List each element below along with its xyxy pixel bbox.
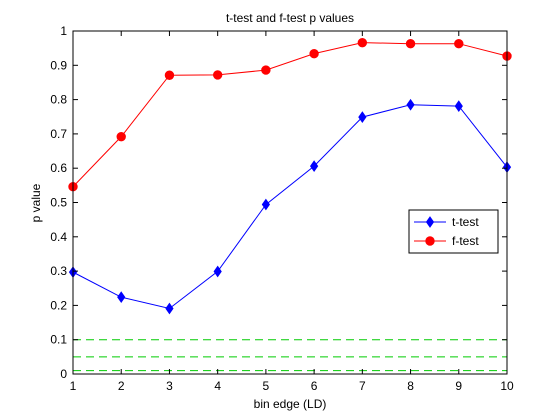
y-axis-ticks: 0 0.1 0.2 0.3 0.4 0.5 0.6 0.7 0.8 0.9 1 [50,24,507,381]
reference-lines [73,339,507,372]
data-point-t-test [310,160,319,173]
data-point-f-test [261,65,271,75]
y-tick-label: 0.9 [50,58,67,72]
data-point-t-test [406,98,415,111]
series-lines [72,42,508,310]
y-tick-label: 1 [60,24,67,38]
x-axis-label: bin edge (LD) [254,397,327,411]
y-tick-label: 0.6 [50,161,67,175]
y-tick-label: 0 [60,367,67,381]
chart-title: t-test and f-test p values [226,11,354,25]
legend-marker-f-test [425,236,435,246]
data-point-f-test [116,131,126,142]
series-line-f-test [72,42,508,188]
x-tick-label: 9 [455,379,462,393]
legend-label-t-test: t-test [452,215,479,229]
y-tick-label: 0.7 [50,127,67,141]
y-axis-label: p value [29,183,43,222]
y-tick-label: 0.8 [50,93,67,107]
x-tick-label: 4 [214,379,221,393]
data-point-t-test [261,198,270,211]
x-tick-label: 2 [118,379,125,393]
x-tick-label: 8 [407,379,414,393]
data-point-t-test [213,265,222,278]
plot-area-border [72,30,508,375]
x-tick-label: 10 [500,379,514,393]
x-tick-label: 5 [263,379,270,393]
y-tick-label: 0.4 [50,230,67,244]
x-tick-label: 7 [359,379,366,393]
data-point-t-test [358,111,367,123]
data-point-f-test [212,70,223,80]
y-tick-label: 0.1 [50,333,67,347]
data-point-f-test [454,38,464,49]
legend: t-test f-test [408,209,499,254]
data-point-t-test [165,302,174,315]
data-point-f-test [164,70,175,80]
data-point-f-test [357,37,368,48]
y-tick-label: 0.2 [50,298,67,312]
series-markers [68,37,512,315]
x-tick-label: 3 [166,379,173,393]
legend-label-f-test: f-test [452,234,479,248]
legend-box [408,209,499,254]
legend-marker-t-test [425,216,435,228]
series-line-t-test [72,104,508,310]
y-tick-label: 0.5 [50,196,67,210]
x-tick-label: 6 [311,379,318,393]
y-tick-label: 0.3 [50,264,67,278]
x-axis-ticks: 1 2 3 4 5 6 7 8 9 10 [70,31,514,393]
data-point-t-test [117,291,126,304]
x-tick-label: 1 [70,379,77,393]
data-point-f-test [309,48,319,59]
data-point-t-test [454,100,463,112]
data-point-f-test [405,38,416,49]
